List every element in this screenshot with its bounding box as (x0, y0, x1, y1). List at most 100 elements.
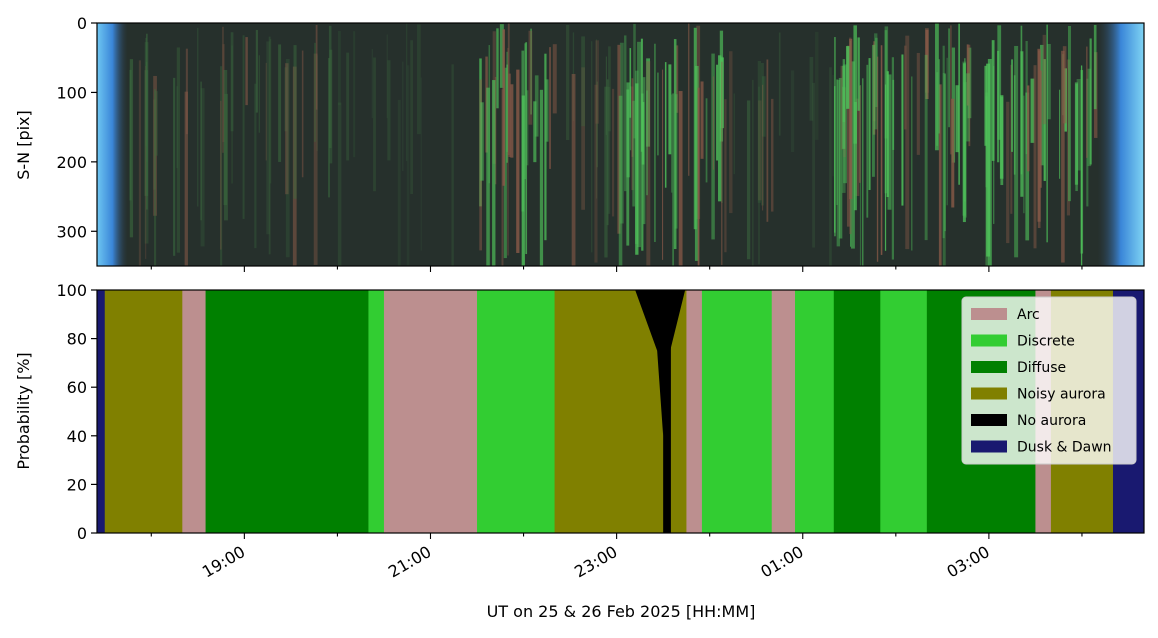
probability-area-arc (383, 290, 478, 533)
aurora-streak (176, 47, 180, 253)
probability-x-tick-label: 21:00 (385, 542, 434, 582)
aurora-streak (790, 70, 795, 153)
aurora-streak (595, 40, 599, 124)
aurora-streak (634, 70, 639, 244)
aurora-streak (387, 60, 391, 161)
probability-y-label: Probability [%] (14, 352, 33, 469)
aurora-streak (566, 24, 570, 141)
aurora-streak (657, 72, 659, 156)
aurora-streak (494, 76, 497, 185)
aurora-streak (508, 73, 511, 158)
aurora-streak (328, 25, 332, 149)
keogram-segment (97, 23, 129, 266)
aurora-streak (846, 46, 850, 109)
aurora-streak (904, 45, 907, 130)
aurora-streak (145, 37, 147, 147)
probability-area-arc (686, 290, 703, 533)
keogram-segment (834, 23, 1098, 266)
aurora-streak (925, 29, 929, 100)
legend-swatch (971, 334, 1007, 347)
aurora-streak (632, 100, 635, 207)
probability-x-tick-label: 19:00 (199, 542, 248, 582)
legend: Arc Discrete Diffuse Noisy aurora No aurora D… (961, 296, 1137, 465)
aurora-streak (836, 79, 838, 205)
aurora-streak (245, 37, 248, 106)
aurora-streak (672, 93, 675, 266)
aurora-streak (604, 86, 608, 258)
aurora-streak (842, 59, 846, 122)
aurora-streak (862, 78, 864, 266)
aurora-streak (607, 86, 611, 214)
aurora-streak (771, 98, 774, 212)
keogram-y-axis: 0 100 200 300 (56, 14, 97, 241)
no-aurora-spike (635, 290, 686, 436)
aurora-streak (184, 91, 188, 266)
aurora-streak (829, 67, 832, 266)
aurora-streak (948, 28, 950, 128)
aurora-streak (480, 102, 484, 181)
aurora-streak (838, 77, 843, 239)
keogram-y-tick-label: 200 (56, 153, 87, 172)
aurora-streak (942, 72, 946, 266)
aurora-streak (884, 84, 887, 251)
aurora-streak (1006, 101, 1010, 244)
aurora-streak (1074, 82, 1079, 185)
aurora-streak (851, 61, 855, 249)
aurora-streak (635, 83, 639, 255)
aurora-streak (402, 61, 404, 172)
aurora-streak (815, 31, 819, 140)
aurora-streak (145, 65, 147, 259)
aurora-streak (328, 58, 331, 198)
aurora-streak (200, 88, 205, 247)
aurora-streak (1061, 50, 1065, 263)
aurora-streak (1086, 46, 1088, 158)
aurora-streak (721, 61, 723, 265)
probability-area-noisy-aurora (554, 290, 610, 533)
aurora-streak (712, 76, 714, 170)
x-axis-label: UT on 25 & 26 Feb 2025 [HH:MM] (487, 602, 756, 621)
probability-x-tick-label: 01:00 (757, 542, 806, 582)
aurora-streak (499, 24, 504, 88)
aurora-streak (729, 51, 733, 214)
probability-y-tick-label: 60 (67, 378, 87, 397)
aurora-streak (1030, 78, 1035, 143)
aurora-streak (153, 89, 157, 266)
aurora-streak (1080, 65, 1083, 266)
aurora-streak (129, 59, 134, 238)
aurora-streak (631, 78, 634, 157)
aurora-streak (991, 40, 995, 161)
aurora-streak (492, 80, 496, 266)
aurora-streak (646, 61, 651, 266)
probability-area-diffuse (833, 290, 881, 533)
aurora-streak (486, 87, 490, 266)
keogram-segment (129, 24, 333, 266)
aurora-streak (968, 44, 971, 147)
aurora-streak (224, 93, 228, 221)
aurora-streak (314, 42, 317, 142)
probability-x-axis: 19:00 21:00 23:00 01:00 03:00 (150, 533, 1083, 582)
probability-x-tick-label: 03:00 (943, 542, 992, 582)
aurora-streak (966, 44, 969, 106)
aurora-streak (521, 95, 525, 266)
aurora-streak (662, 69, 664, 260)
aurora-streak (1013, 75, 1016, 175)
aurora-streak (955, 85, 960, 153)
aurora-streak (673, 39, 677, 250)
aurora-streak (197, 27, 199, 207)
aurora-streak (892, 79, 895, 150)
twilight-glow (1097, 23, 1144, 266)
aurora-streak (571, 73, 576, 266)
aurora-streak (293, 45, 297, 199)
legend-swatch (971, 387, 1007, 400)
keogram-segment (1097, 23, 1144, 266)
aurora-streak (938, 84, 942, 266)
aurora-streak (406, 23, 408, 161)
keogram-y-tick-label: 300 (56, 222, 87, 241)
legend-swatch (971, 440, 1007, 453)
aurora-streak (950, 25, 952, 155)
aurora-streak (1089, 38, 1092, 165)
probability-y-tick-label: 100 (56, 281, 87, 300)
aurora-streak (916, 52, 920, 155)
legend-label: Noisy aurora (1017, 387, 1106, 403)
